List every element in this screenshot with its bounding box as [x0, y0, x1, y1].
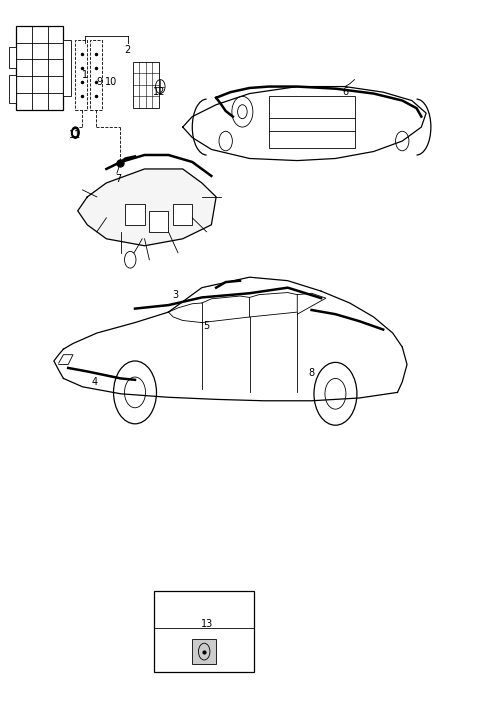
Bar: [192, 639, 216, 664]
Bar: [9, 47, 16, 68]
Bar: [75, 40, 87, 109]
Circle shape: [73, 130, 77, 135]
Text: 11: 11: [69, 130, 82, 140]
Bar: [90, 40, 102, 109]
Text: 1: 1: [82, 69, 88, 80]
Text: 9: 9: [96, 76, 102, 87]
Text: 10: 10: [105, 76, 117, 87]
Polygon shape: [78, 169, 216, 246]
Text: 3: 3: [172, 290, 179, 299]
Bar: [63, 40, 71, 95]
Bar: [125, 204, 144, 225]
Text: 8: 8: [309, 368, 315, 378]
Text: 6: 6: [342, 87, 348, 97]
Text: 4: 4: [91, 377, 97, 387]
Text: 12: 12: [153, 87, 165, 97]
Bar: [16, 26, 63, 109]
Bar: [132, 62, 159, 107]
Text: 7: 7: [115, 175, 121, 184]
Bar: [149, 211, 168, 232]
Bar: [269, 95, 355, 148]
Bar: [154, 592, 254, 672]
Text: 2: 2: [125, 46, 131, 55]
Circle shape: [72, 127, 79, 138]
Text: 13: 13: [201, 619, 213, 629]
Bar: [9, 75, 16, 102]
Text: 5: 5: [204, 321, 210, 331]
Bar: [173, 204, 192, 225]
